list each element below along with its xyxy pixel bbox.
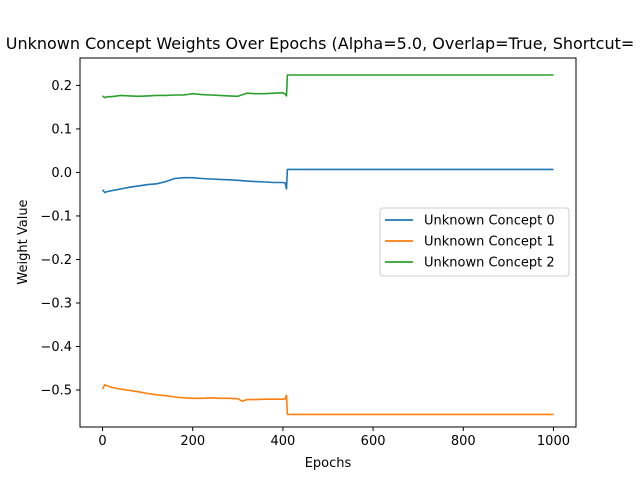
x-axis-label: Epochs xyxy=(305,456,352,471)
x-tick-label: 200 xyxy=(180,434,205,449)
y-tick-label: 0.2 xyxy=(51,79,72,94)
series-line-2 xyxy=(102,74,554,99)
x-tick-label: 400 xyxy=(270,434,295,449)
y-tick-label: −0.3 xyxy=(40,296,72,311)
y-axis: −0.5 −0.4 −0.3 −0.2 −0.1 0.0 0.1 0.2 xyxy=(40,79,80,399)
legend-box xyxy=(379,207,570,277)
legend-label: Unknown Concept 2 xyxy=(424,256,555,271)
series-layer xyxy=(101,74,554,416)
x-axis: 0 200 400 600 800 1000 xyxy=(98,427,570,449)
y-tick-label: −0.5 xyxy=(40,384,72,399)
chart-title: Unknown Concept Weights Over Epochs (Alp… xyxy=(6,34,635,53)
series-line-0 xyxy=(101,168,554,194)
y-tick-label: −0.2 xyxy=(40,253,72,268)
series-line-1 xyxy=(101,383,554,416)
y-tick-label: 0.1 xyxy=(51,122,72,137)
x-tick-label: 800 xyxy=(451,434,476,449)
y-tick-label: 0.0 xyxy=(51,166,72,181)
x-tick-label: 600 xyxy=(361,434,386,449)
legend-label: Unknown Concept 0 xyxy=(424,214,555,229)
x-tick-label: 1000 xyxy=(537,434,570,449)
axes-frame xyxy=(79,57,577,428)
y-axis-label: Weight Value xyxy=(16,199,31,284)
legend-label: Unknown Concept 1 xyxy=(424,235,555,250)
x-tick-label: 0 xyxy=(98,434,106,449)
legend: Unknown Concept 0 Unknown Concept 1 Unknow… xyxy=(379,207,570,277)
y-tick-label: −0.1 xyxy=(40,209,72,224)
y-tick-label: −0.4 xyxy=(40,340,72,355)
